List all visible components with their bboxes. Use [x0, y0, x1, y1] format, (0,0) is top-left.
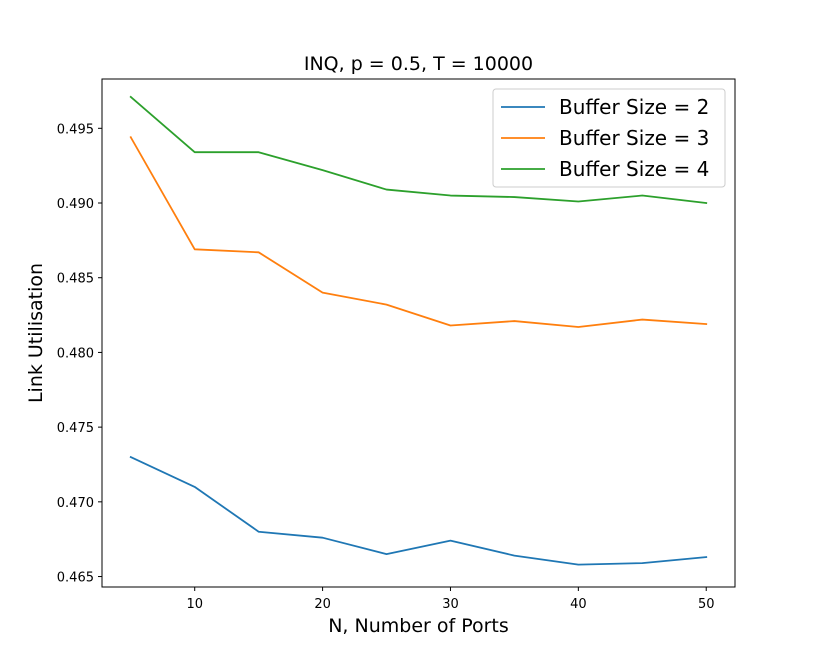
- y-tick-label: 0.475: [57, 421, 94, 436]
- y-tick-label: 0.490: [57, 197, 94, 212]
- plot-frame: [101, 78, 736, 588]
- y-tick-label: 0.465: [57, 571, 94, 586]
- y-tick-label: 0.485: [57, 272, 94, 287]
- y-tick-label: 0.470: [57, 496, 94, 511]
- chart-title: INQ, p = 0.5, T = 10000: [304, 53, 533, 75]
- series-line-2: [129, 136, 708, 328]
- x-tick-label: 10: [186, 597, 203, 612]
- series-line-1: [129, 455, 708, 566]
- y-tick-label: 0.495: [57, 122, 94, 137]
- legend-label-2: Buffer Size = 3: [559, 126, 709, 150]
- series-line-3: [129, 95, 708, 205]
- legend-box: [492, 88, 726, 188]
- legend: Buffer Size = 2 Buffer Size = 3 Buffer Siz…: [492, 88, 726, 188]
- y-axis: 0.465 0.470 0.475 0.480 0.485 0.490 0.495: [57, 122, 102, 586]
- x-tick-label: 50: [698, 597, 715, 612]
- y-tick-label: 0.480: [57, 346, 94, 361]
- y-axis-label: Link Utilisation: [25, 263, 47, 403]
- x-tick-label: 40: [570, 597, 587, 612]
- legend-label-1: Buffer Size = 2: [559, 95, 709, 119]
- x-tick-label: 30: [442, 597, 459, 612]
- x-axis: 10 20 30 40 50: [186, 587, 715, 612]
- x-axis-label: N, Number of Ports: [328, 615, 509, 637]
- x-tick-label: 20: [314, 597, 331, 612]
- plot-lines: [129, 95, 708, 566]
- legend-label-3: Buffer Size = 4: [559, 157, 709, 181]
